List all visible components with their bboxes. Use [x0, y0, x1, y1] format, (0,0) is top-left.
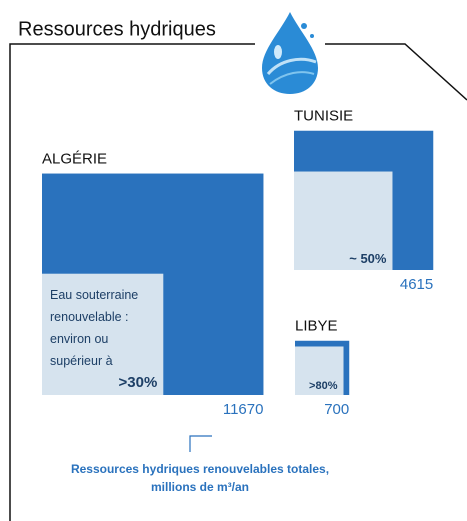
chart-title: Ressources hydriques — [18, 18, 216, 40]
value-label: 700 — [324, 401, 349, 418]
drop-icon — [262, 12, 318, 94]
groundwater-square — [295, 346, 344, 395]
share-label: >80% — [309, 380, 338, 392]
country-label: ALGÉRIE — [42, 151, 107, 168]
frame — [325, 43, 467, 101]
share-label: >30% — [119, 374, 158, 391]
caption: Ressources hydriques renouvelables total… — [71, 462, 329, 476]
share-note: supérieur à — [50, 354, 113, 368]
country-label: TUNISIE — [294, 108, 353, 125]
value-label: 11670 — [223, 401, 264, 418]
share-note: renouvelable : — [50, 310, 129, 324]
country-label: LIBYE — [295, 318, 338, 335]
value-label: 4615 — [400, 276, 433, 293]
caption-pointer — [189, 435, 212, 452]
share-note: Eau souterraine — [50, 288, 138, 302]
share-label: ~ 50% — [349, 251, 387, 266]
groundwater-square — [42, 273, 164, 395]
caption: millions de m³/an — [151, 480, 249, 494]
share-note: environ ou — [50, 332, 108, 346]
groundwater-square — [294, 171, 393, 270]
frame — [9, 43, 255, 521]
